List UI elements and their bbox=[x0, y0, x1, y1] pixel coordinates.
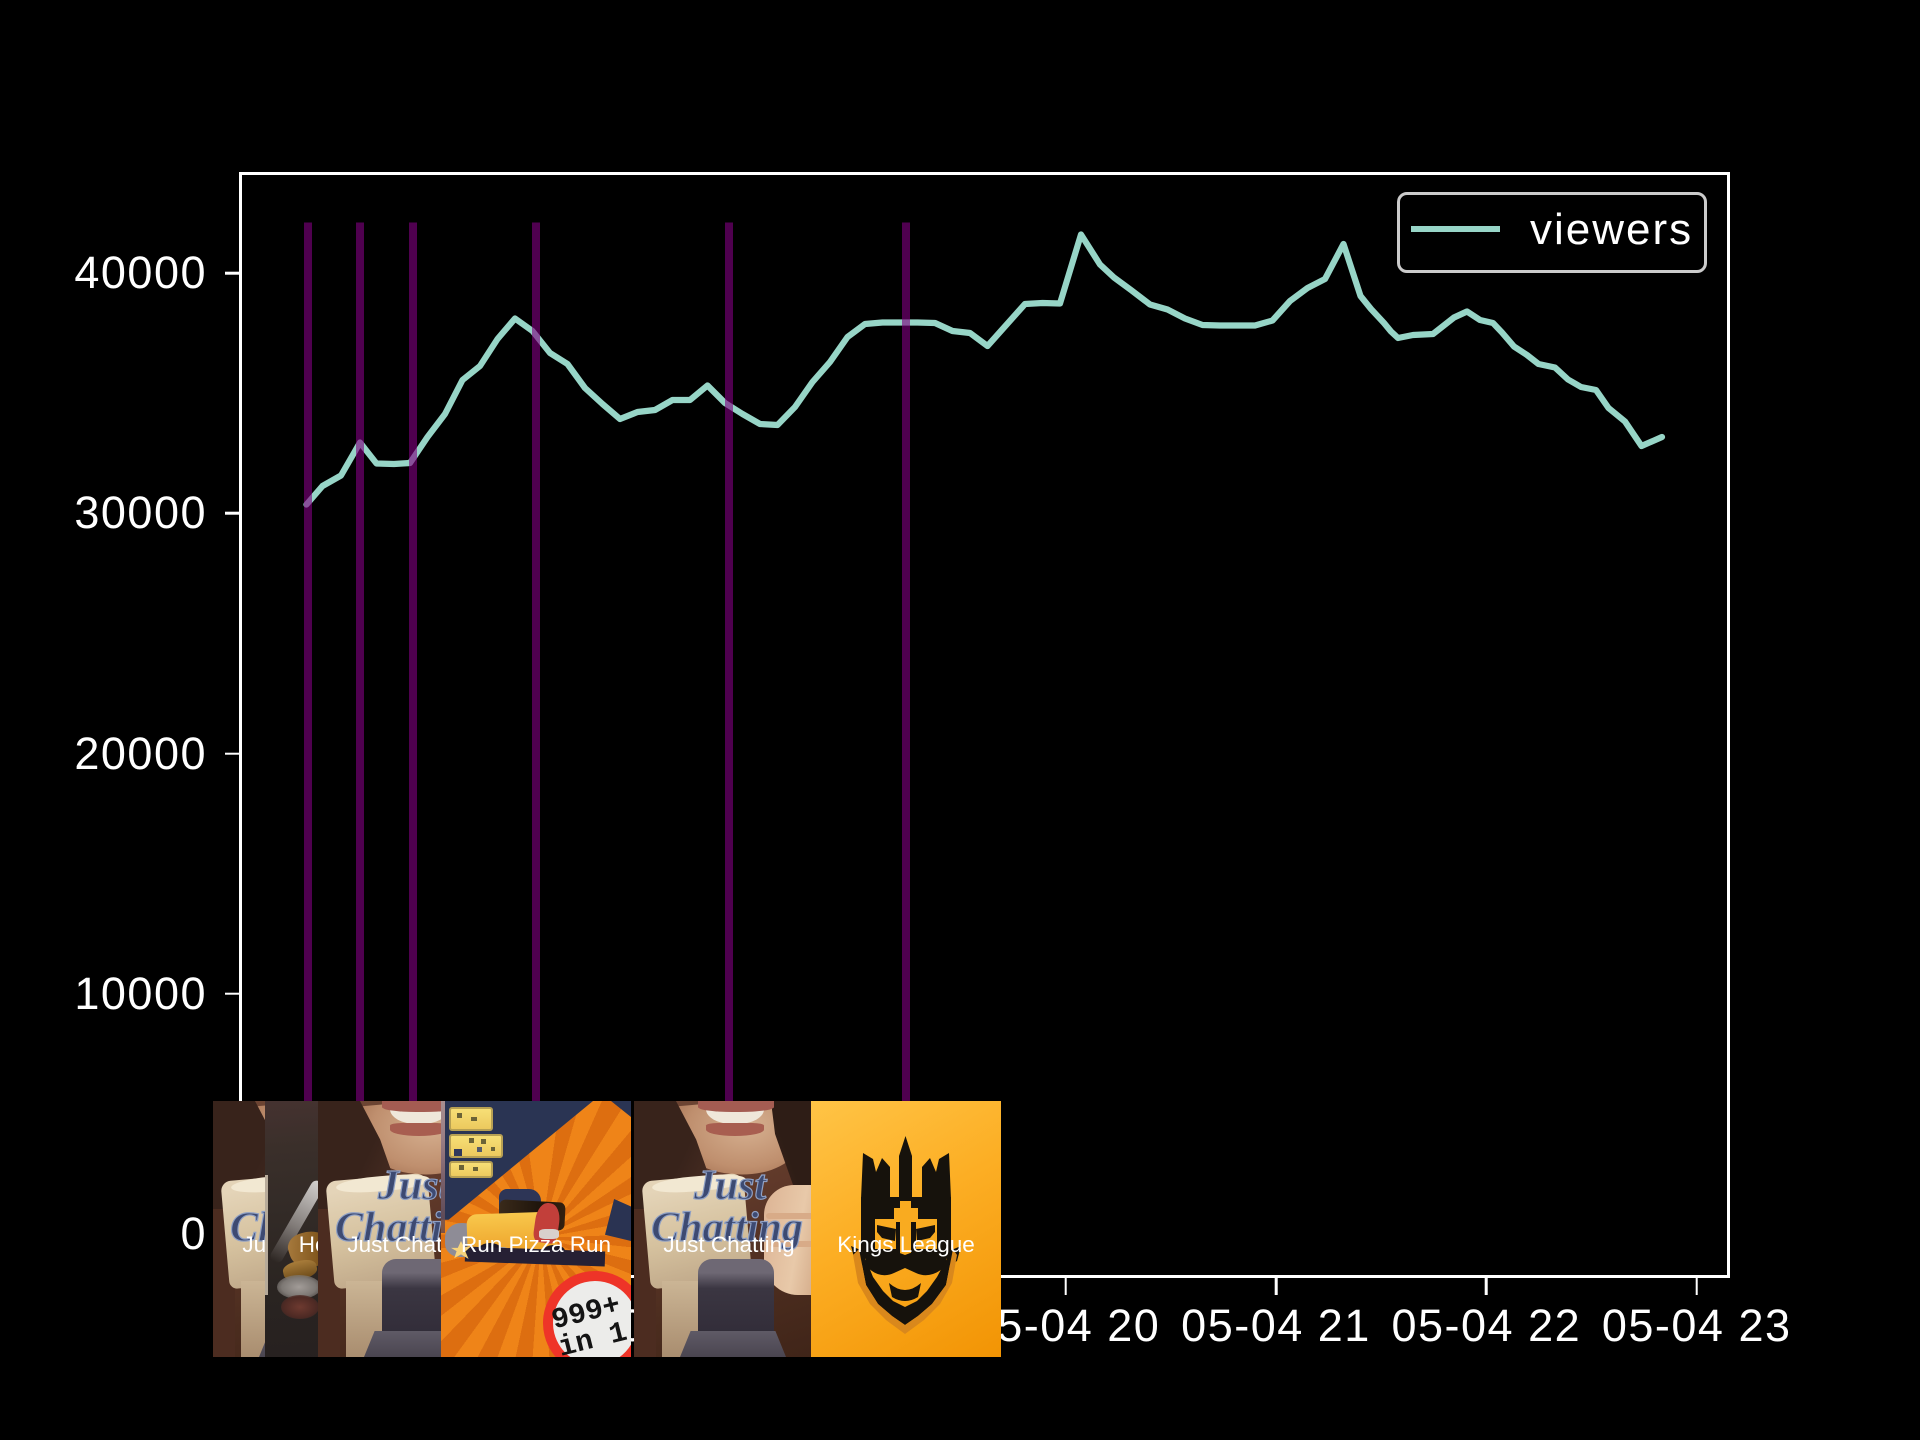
svg-text:Chatting: Chatting bbox=[651, 1205, 803, 1251]
svg-text:Just: Just bbox=[693, 1163, 768, 1209]
svg-text:Just: Just bbox=[377, 1163, 452, 1209]
